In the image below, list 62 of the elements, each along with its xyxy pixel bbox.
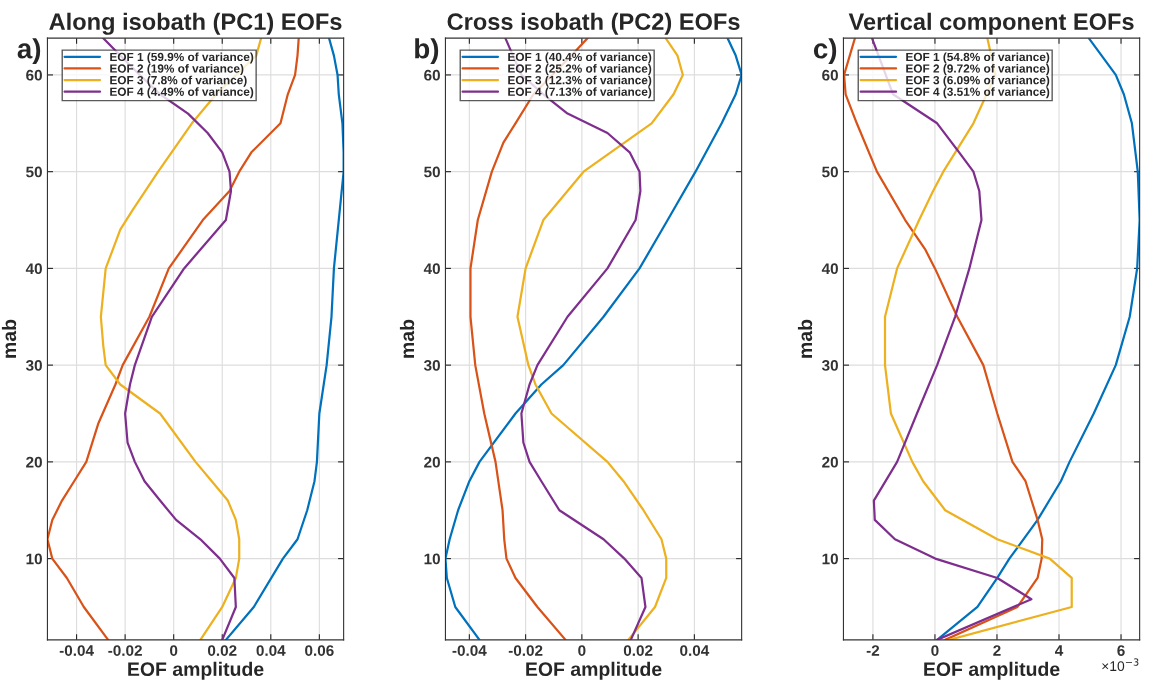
legend-label: EOF 2 (25.2% of variance) [508,64,652,76]
legend-label: EOF 4 (7.13% of variance) [508,87,652,99]
x-tick-label: -0.02 [108,645,142,656]
text: b) [415,38,439,65]
y-tick-label: 50 [26,166,42,178]
y-tick-label: 40 [25,263,42,275]
x-tick-label: 2 [993,645,1001,656]
y-tick-label: 20 [424,456,440,468]
x-tick-label: 0.02 [623,645,653,656]
y-axis-title: mab [1,319,17,358]
x-tick-label: 0.06 [305,645,334,656]
y-tick-label: 50 [424,166,440,178]
x-tick-label: 0.04 [680,645,710,656]
x-tick-label: 6 [1117,645,1125,656]
text: a) [17,38,41,65]
y-tick-label: 50 [822,166,838,178]
x-tick-label: -0.04 [59,645,94,656]
y-tick-label: 30 [821,360,838,371]
y-tick-label: 20 [822,456,838,468]
x-tick-label: 0.02 [207,645,237,656]
x-axis-title: EOF amplitude [526,661,662,680]
legend-label: EOF 4 (3.51% of variance) [906,87,1050,99]
x-tick-label: 0 [578,645,586,656]
y-tick-label: 60 [424,69,440,81]
y-tick-label: 60 [26,69,42,81]
text: c) [813,38,837,65]
x-tick-label: 0 [170,645,178,656]
legend-label: EOF 3 (12.3% of variance) [508,75,652,87]
x-tick-label: -0.02 [508,645,543,656]
legend-label: EOF 2 (19% of variance) [110,64,244,76]
x-tick-label: 0 [931,645,939,656]
line-series [445,38,742,640]
y-tick-label: 10 [424,553,440,565]
legend-label: EOF 3 (7.8% of variance) [110,75,247,87]
legend-label: EOF 1 (54.8% of variance) [906,52,1050,64]
line-series [883,38,1073,640]
legend-label: EOF 4 (4.49% of variance) [110,87,254,99]
y-tick-label: 10 [26,553,42,565]
y-tick-label: 10 [822,553,838,565]
y-tick-label: 60 [822,69,838,81]
chart-title: Cross isobath (PC2) EOFs [447,12,740,35]
legend-label: EOF 1 (40.4% of variance) [508,52,652,64]
y-tick-label: 30 [25,360,42,371]
y-tick-label: 40 [423,263,440,275]
x-axis-title: EOF amplitude [128,661,264,680]
legend-label: EOF 1 (59.9% of variance) [110,52,254,64]
text: ×10$^{−3}$ [1102,658,1139,672]
y-tick-label: 20 [26,456,42,468]
y-tick-label: 40 [821,263,838,275]
legend-label: EOF 3 (6.09% of variance) [906,75,1050,87]
chart-title: Along isobath (PC1) EOFs [49,12,342,35]
legend-label: EOF 2 (9.72% of variance) [906,64,1050,76]
chart-title: Vertical component EOFs [848,12,1134,35]
x-axis-title: EOF amplitude [924,661,1060,680]
x-tick-label: 4 [1054,645,1064,656]
x-tick-label: -2 [866,645,880,656]
y-axis-title: mab [399,319,415,358]
x-tick-label: -0.04 [452,645,487,656]
y-axis-title: mab [797,319,813,358]
y-tick-label: 30 [423,360,440,371]
line-series [99,38,263,640]
x-tick-label: 0.04 [256,645,286,656]
